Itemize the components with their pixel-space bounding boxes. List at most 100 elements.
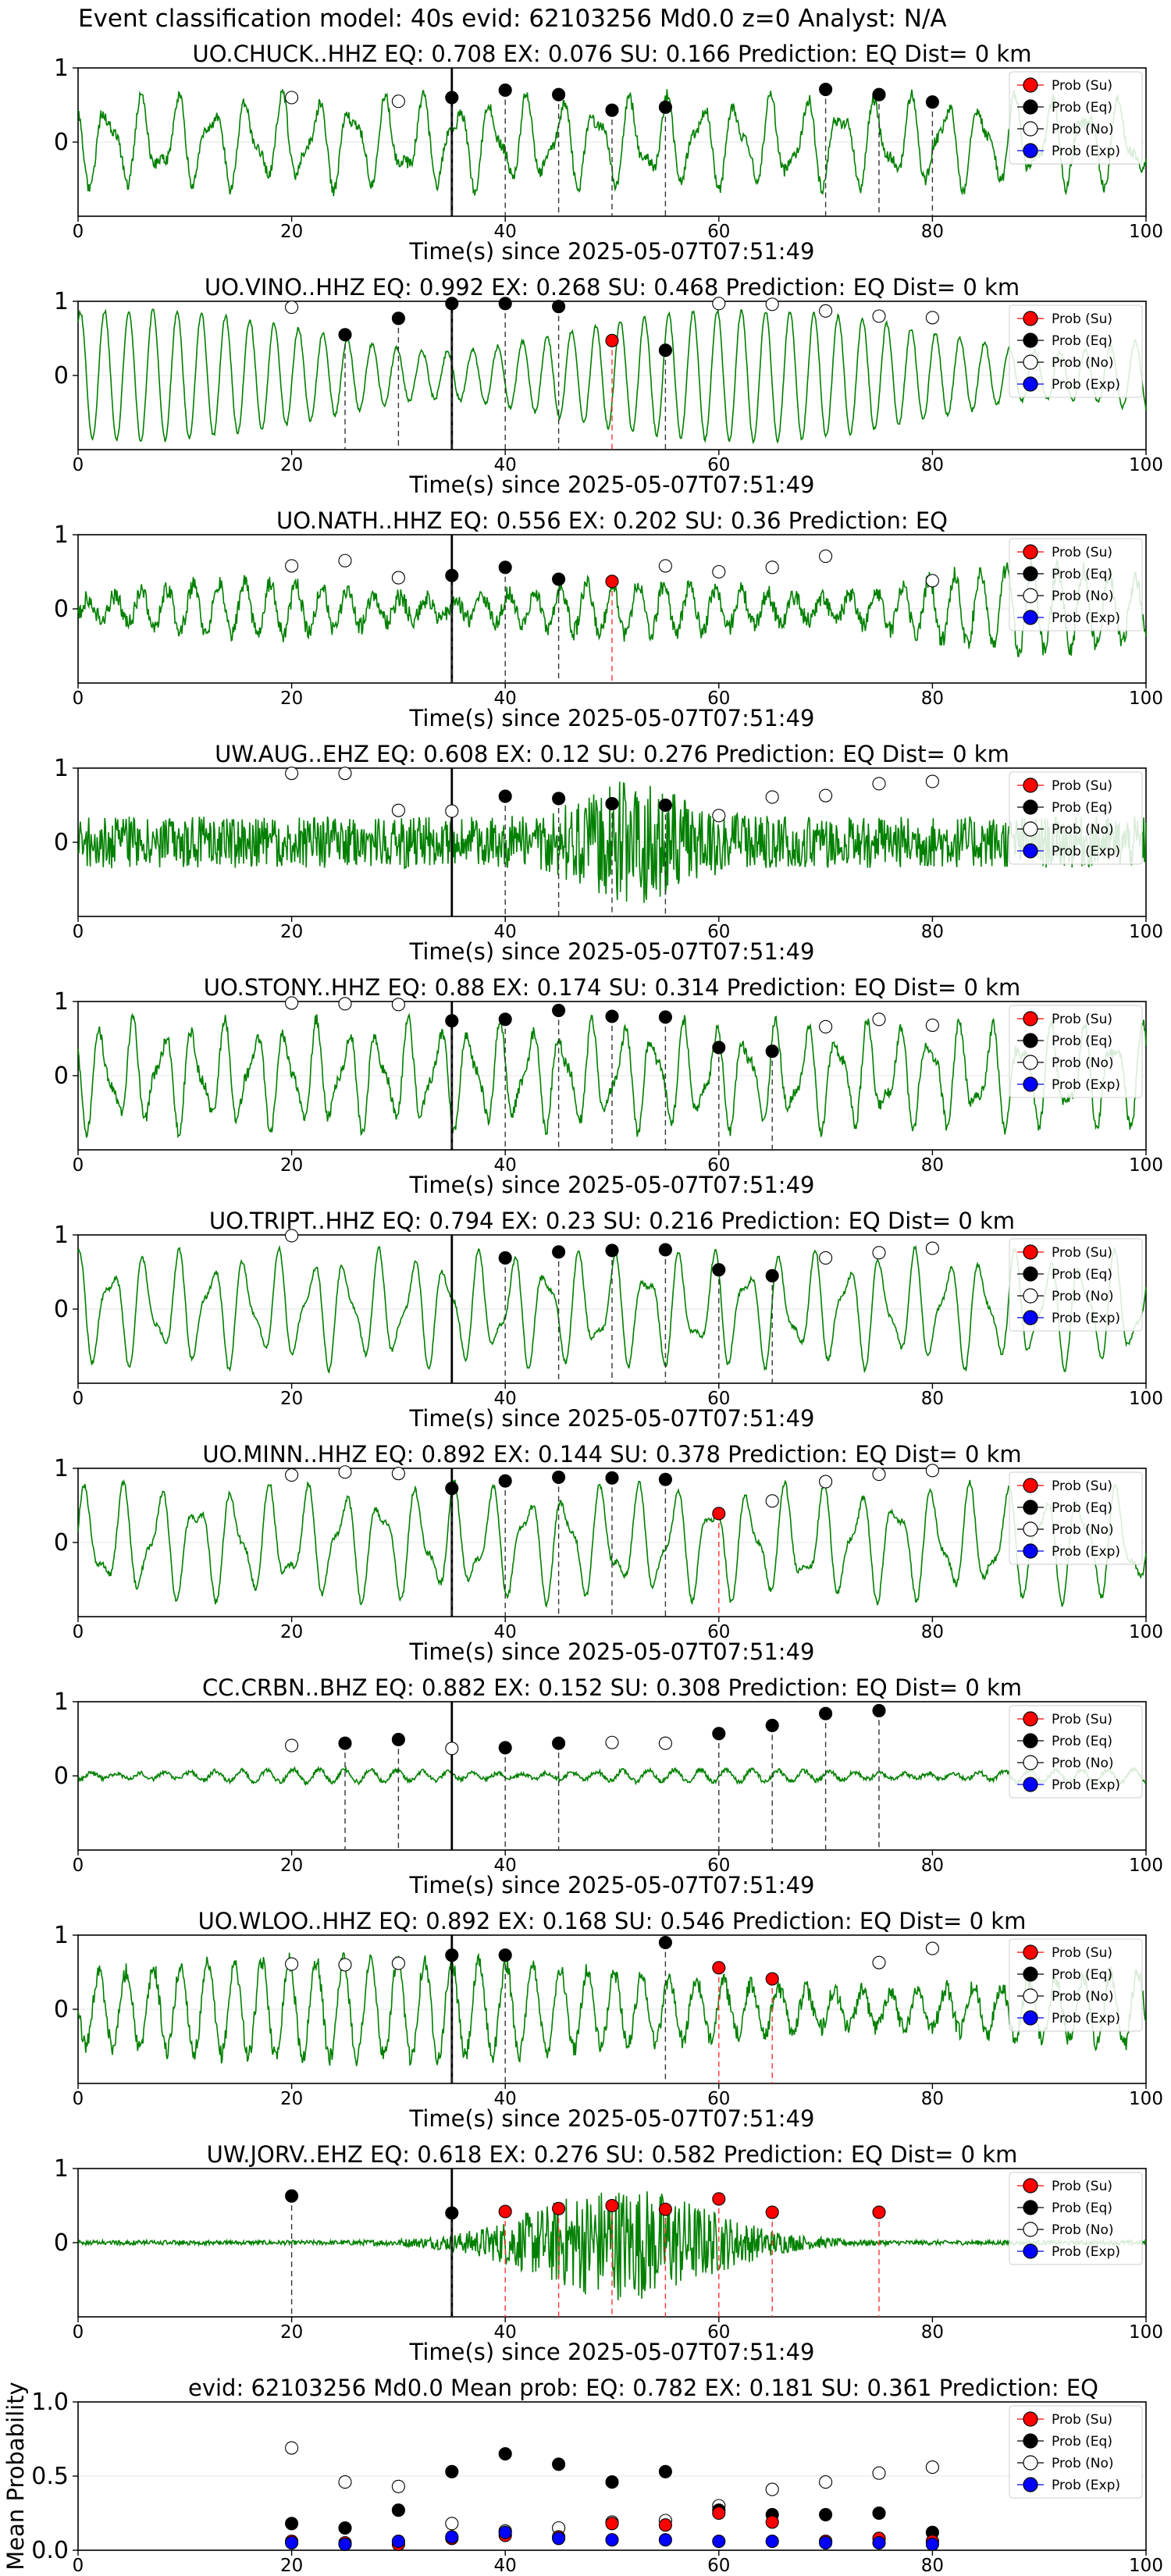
prob-point-eq — [498, 83, 512, 98]
waveform-trace — [77, 89, 1147, 197]
mean-prob-point-eq — [391, 2503, 405, 2517]
x-tick-label: 60 — [707, 2556, 730, 2576]
prob-point-eq — [498, 1948, 512, 1962]
legend-label-eq: Prob (Eq) — [1052, 100, 1112, 116]
legend-label-exp: Prob (Exp) — [1052, 1077, 1120, 1093]
x-tick-label: 0 — [73, 2556, 84, 2576]
prob-point-su — [605, 575, 619, 589]
mean-prob-point-no — [285, 2441, 299, 2455]
prob-point-no — [765, 790, 779, 804]
prob-point-eq — [872, 1703, 886, 1717]
x-tick-label: 0 — [73, 2322, 84, 2343]
legend-box — [1009, 1705, 1143, 1799]
x-tick-label: 100 — [1129, 2089, 1163, 2109]
mean-prob-point-eq — [819, 2507, 833, 2521]
panel-title: UW.JORV..EHZ EQ: 0.618 EX: 0.276 SU: 0.5… — [207, 2141, 1018, 2168]
legend-label-no: Prob (No) — [1052, 1522, 1114, 1538]
x-tick-label: 60 — [707, 2322, 730, 2343]
prob-point-eq — [285, 2189, 299, 2203]
legend-label-su: Prob (Su) — [1052, 1712, 1112, 1727]
legend-label-exp: Prob (Exp) — [1052, 2478, 1120, 2493]
prob-point-su — [712, 1507, 726, 1521]
legend-label-eq: Prob (Eq) — [1052, 1267, 1112, 1283]
legend-label-su: Prob (Su) — [1052, 1478, 1112, 1494]
y-tick-label: 1 — [54, 755, 69, 782]
x-axis-label: Time(s) since 2025-05-07T07:51:49 — [409, 471, 815, 498]
waveform-trace — [77, 1765, 1147, 1786]
prob-point-no — [765, 560, 779, 575]
y-tick-label: 1 — [54, 988, 69, 1016]
mean-prob-point-exp — [712, 2535, 726, 2549]
legend-box — [1009, 1938, 1143, 2032]
x-tick-label: 20 — [280, 1622, 303, 1642]
mean-prob-point-eq — [285, 2517, 299, 2531]
x-axis-label: Time(s) since 2025-05-07T07:51:49 — [409, 1638, 815, 1665]
prob-point-eq — [605, 1471, 619, 1485]
prob-point-no — [605, 1735, 619, 1749]
prob-point-no — [391, 1467, 405, 1481]
prob-point-su — [712, 1961, 726, 1975]
x-tick-label: 20 — [280, 455, 303, 475]
x-tick-label: 80 — [921, 688, 944, 709]
legend-label-eq: Prob (Eq) — [1052, 567, 1112, 582]
legend-marker-exp — [1023, 1543, 1038, 1559]
legend-marker-su — [1023, 2411, 1038, 2427]
prob-point-su — [658, 2202, 672, 2216]
mean-prob-point-eq — [872, 2506, 886, 2521]
prob-point-no — [338, 1958, 352, 1972]
mean-prob-point-exp — [445, 2530, 459, 2544]
prob-point-no — [338, 553, 352, 568]
x-tick-label: 40 — [494, 922, 517, 942]
legend-marker-su — [1023, 1244, 1038, 1260]
legend-marker-exp — [1023, 1777, 1038, 1792]
prob-point-no — [925, 1018, 939, 1032]
prob-point-eq — [338, 328, 352, 342]
legend-box — [1009, 1238, 1143, 1332]
legend-marker-exp — [1023, 2243, 1038, 2259]
x-tick-label: 40 — [494, 222, 517, 242]
prob-point-no — [391, 571, 405, 585]
legend-label-exp: Prob (Exp) — [1052, 1311, 1120, 1326]
legend-marker-no — [1023, 1288, 1038, 1304]
panel-title: UO.NATH..HHZ EQ: 0.556 EX: 0.202 SU: 0.3… — [276, 507, 948, 534]
prob-point-no — [819, 549, 833, 564]
prob-point-no — [338, 997, 352, 1011]
prob-point-no — [445, 804, 459, 818]
legend-marker-exp — [1023, 1076, 1038, 1092]
x-tick-label: 60 — [707, 1622, 730, 1642]
prob-point-no — [819, 1019, 833, 1034]
prob-point-no — [285, 91, 299, 105]
x-tick-label: 0 — [73, 1389, 84, 1409]
prob-point-eq — [605, 103, 619, 117]
y-tick-label: 1.0 — [31, 2389, 69, 2416]
x-tick-label: 80 — [921, 455, 944, 475]
prob-point-no — [445, 1742, 459, 1756]
prob-point-eq — [498, 789, 512, 803]
mean-prob-point-no — [338, 2475, 352, 2489]
legend-label-no: Prob (No) — [1052, 122, 1114, 137]
prob-point-no — [391, 1956, 405, 1970]
legend-label-no: Prob (No) — [1052, 1756, 1114, 1771]
legend-label-eq: Prob (Eq) — [1052, 1967, 1112, 1983]
prob-point-eq — [658, 100, 672, 114]
prob-point-eq — [605, 1009, 619, 1023]
legend-label-su: Prob (Su) — [1052, 778, 1112, 794]
prob-point-su — [872, 2205, 886, 2219]
legend-marker-no — [1023, 821, 1038, 837]
x-tick-label: 80 — [921, 2089, 944, 2109]
prob-point-no — [712, 564, 726, 579]
x-tick-label: 20 — [280, 1856, 303, 1876]
x-tick-label: 60 — [707, 1389, 730, 1409]
y-tick-label: 0 — [54, 1062, 69, 1090]
legend-marker-eq — [1023, 333, 1038, 348]
x-tick-label: 100 — [1129, 1856, 1163, 1876]
prob-point-eq — [445, 1482, 459, 1496]
prob-point-no — [391, 94, 405, 109]
x-tick-label: 40 — [494, 688, 517, 709]
legend-marker-exp — [1023, 376, 1038, 392]
prob-point-su — [712, 2192, 726, 2206]
y-tick-label: 0 — [54, 129, 69, 156]
prob-point-no — [285, 559, 299, 573]
prob-point-su — [605, 2198, 619, 2213]
x-tick-label: 0 — [73, 455, 84, 475]
